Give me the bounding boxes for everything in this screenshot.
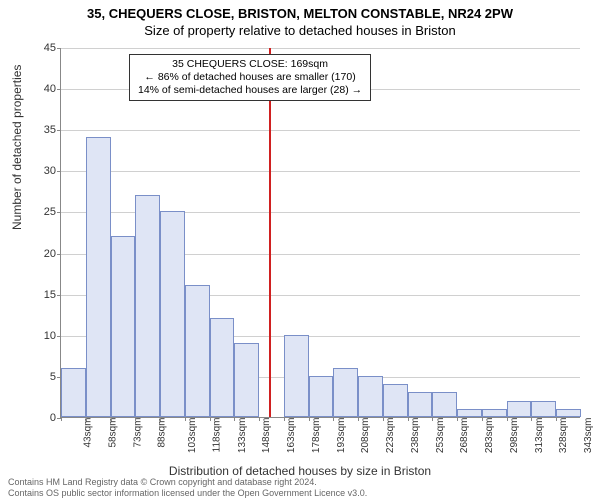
xtick-label: 193sqm [336, 418, 347, 454]
ytick-mark [57, 89, 61, 90]
histogram-bar [309, 376, 334, 417]
ytick-label: 0 [26, 412, 56, 424]
xtick-label: 298sqm [509, 418, 520, 454]
gridline [61, 130, 580, 131]
xtick-mark [86, 417, 87, 421]
ytick-mark [57, 254, 61, 255]
xtick-mark [61, 417, 62, 421]
ytick-mark [57, 212, 61, 213]
histogram-bar [86, 137, 111, 417]
histogram-bar [457, 409, 482, 417]
xtick-mark [111, 417, 112, 421]
xtick-mark [457, 417, 458, 421]
chart-area: 05101520253035404543sqm58sqm73sqm88sqm10… [60, 48, 580, 418]
histogram-bar [284, 335, 309, 417]
xtick-mark [185, 417, 186, 421]
ytick-label: 45 [26, 42, 56, 54]
xtick-mark [160, 417, 161, 421]
xtick-label: 313sqm [534, 418, 545, 454]
xtick-label: 118sqm [211, 418, 222, 453]
xtick-mark [507, 417, 508, 421]
histogram-bar [333, 368, 358, 417]
xtick-label: 208sqm [360, 418, 371, 454]
xtick-mark [210, 417, 211, 421]
page-title: 35, CHEQUERS CLOSE, BRISTON, MELTON CONS… [0, 0, 600, 21]
ytick-label: 35 [26, 124, 56, 136]
histogram-bar [358, 376, 383, 417]
xtick-mark [259, 417, 260, 421]
histogram-bar [556, 409, 581, 417]
xtick-mark [234, 417, 235, 421]
ytick-mark [57, 336, 61, 337]
histogram-bar [432, 392, 457, 417]
xtick-mark [531, 417, 532, 421]
footer-line-2: Contains OS public sector information li… [8, 488, 367, 498]
xtick-label: 223sqm [385, 418, 396, 454]
ytick-label: 30 [26, 165, 56, 177]
xtick-label: 133sqm [237, 418, 248, 454]
xtick-mark [482, 417, 483, 421]
histogram-bar [234, 343, 259, 417]
xtick-mark [135, 417, 136, 421]
xtick-mark [309, 417, 310, 421]
xtick-label: 58sqm [107, 418, 118, 448]
plot-region: 05101520253035404543sqm58sqm73sqm88sqm10… [60, 48, 580, 418]
xtick-label: 238sqm [410, 418, 421, 454]
histogram-bar [111, 236, 136, 417]
ytick-mark [57, 171, 61, 172]
xtick-mark [383, 417, 384, 421]
xtick-mark [432, 417, 433, 421]
xtick-label: 163sqm [286, 418, 297, 454]
gridline [61, 48, 580, 49]
xtick-mark [284, 417, 285, 421]
histogram-bar [408, 392, 433, 417]
histogram-bar [210, 318, 235, 417]
xtick-label: 88sqm [157, 418, 168, 448]
xtick-label: 103sqm [187, 418, 198, 454]
xtick-mark [358, 417, 359, 421]
xtick-label: 73sqm [132, 418, 143, 448]
histogram-bar [383, 384, 408, 417]
page-subtitle: Size of property relative to detached ho… [0, 21, 600, 38]
ytick-label: 20 [26, 248, 56, 260]
xtick-mark [556, 417, 557, 421]
xtick-label: 283sqm [484, 418, 495, 454]
annotation-line: 35 CHEQUERS CLOSE: 169sqm [138, 58, 362, 71]
xtick-mark [333, 417, 334, 421]
xtick-label: 253sqm [435, 418, 446, 454]
marker-line [269, 48, 271, 417]
ytick-mark [57, 48, 61, 49]
ytick-label: 40 [26, 83, 56, 95]
xtick-mark [408, 417, 409, 421]
ytick-label: 15 [26, 289, 56, 301]
ytick-label: 5 [26, 371, 56, 383]
histogram-bar [531, 401, 556, 417]
footer-line-1: Contains HM Land Registry data © Crown c… [8, 477, 367, 487]
ytick-label: 25 [26, 206, 56, 218]
xtick-label: 343sqm [583, 418, 594, 454]
footer-attribution: Contains HM Land Registry data © Crown c… [8, 477, 367, 498]
histogram-bar [135, 195, 160, 417]
histogram-bar [507, 401, 532, 417]
xtick-label: 43sqm [83, 418, 94, 448]
xtick-label: 268sqm [460, 418, 471, 454]
ytick-label: 10 [26, 330, 56, 342]
gridline [61, 171, 580, 172]
ytick-mark [57, 130, 61, 131]
xtick-label: 178sqm [311, 418, 322, 454]
histogram-bar [160, 211, 185, 417]
y-axis-label: Number of detached properties [10, 65, 24, 230]
histogram-bar [185, 285, 210, 417]
annotation-line: 14% of semi-detached houses are larger (… [138, 84, 362, 97]
xtick-label: 328sqm [559, 418, 570, 454]
histogram-bar [61, 368, 86, 417]
x-axis-label: Distribution of detached houses by size … [0, 464, 600, 478]
xtick-label: 148sqm [261, 418, 272, 454]
ytick-mark [57, 295, 61, 296]
annotation-line: ← 86% of detached houses are smaller (17… [138, 71, 362, 84]
annotation-box: 35 CHEQUERS CLOSE: 169sqm← 86% of detach… [129, 54, 371, 101]
histogram-bar [482, 409, 507, 417]
